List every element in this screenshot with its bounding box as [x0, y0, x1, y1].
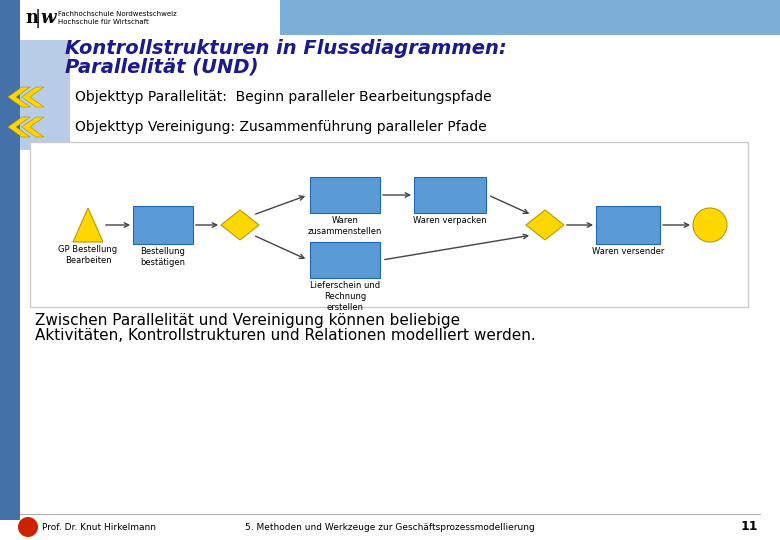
- Text: Aktivitäten, Kontrollstrukturen und Relationen modelliert werden.: Aktivitäten, Kontrollstrukturen und Rela…: [35, 328, 536, 343]
- FancyBboxPatch shape: [310, 177, 380, 213]
- Text: Kontrollstrukturen in Flussdiagrammen:: Kontrollstrukturen in Flussdiagrammen:: [65, 38, 507, 57]
- Text: |: |: [35, 9, 41, 28]
- FancyBboxPatch shape: [280, 0, 780, 35]
- Polygon shape: [526, 210, 564, 240]
- FancyBboxPatch shape: [133, 206, 193, 244]
- FancyBboxPatch shape: [30, 142, 748, 307]
- Text: Objekttyp Parallelität:  Beginn paralleler Bearbeitungspfade: Objekttyp Parallelität: Beginn parallele…: [75, 90, 491, 104]
- Text: 11: 11: [740, 521, 758, 534]
- Text: Hochschule für Wirtschaft: Hochschule für Wirtschaft: [58, 19, 149, 25]
- Text: Fachhochschule Nordwestschweiz: Fachhochschule Nordwestschweiz: [58, 11, 177, 17]
- Polygon shape: [22, 117, 44, 137]
- Polygon shape: [73, 208, 103, 242]
- Text: Bestellung
bestätigen: Bestellung bestätigen: [140, 247, 186, 267]
- Polygon shape: [8, 87, 30, 107]
- Text: Parallelität (UND): Parallelität (UND): [65, 57, 258, 77]
- FancyBboxPatch shape: [414, 177, 486, 213]
- Text: 5. Methoden und Werkzeuge zur Geschäftsprozessmodellierung: 5. Methoden und Werkzeuge zur Geschäftsp…: [245, 523, 535, 531]
- FancyBboxPatch shape: [310, 242, 380, 278]
- Text: Waren verpacken: Waren verpacken: [413, 216, 487, 225]
- FancyBboxPatch shape: [0, 0, 20, 520]
- Text: Lieferschein und
Rechnung
erstellen: Lieferschein und Rechnung erstellen: [310, 281, 380, 312]
- Text: GP Bestellung
Bearbeiten: GP Bestellung Bearbeiten: [58, 245, 118, 265]
- Text: Waren versender: Waren versender: [592, 247, 665, 256]
- Text: w: w: [40, 9, 55, 27]
- Text: Objekttyp Vereinigung: Zusammenführung paralleler Pfade: Objekttyp Vereinigung: Zusammenführung p…: [75, 120, 487, 134]
- Text: n: n: [25, 9, 38, 27]
- Circle shape: [18, 517, 38, 537]
- Polygon shape: [221, 210, 259, 240]
- Polygon shape: [8, 117, 30, 137]
- Text: Waren
zusammenstellen: Waren zusammenstellen: [308, 216, 382, 236]
- Text: Prof. Dr. Knut Hirkelmann: Prof. Dr. Knut Hirkelmann: [42, 523, 156, 531]
- Circle shape: [693, 208, 727, 242]
- FancyBboxPatch shape: [20, 40, 70, 150]
- Text: Zwischen Parallelität und Vereinigung können beliebige: Zwischen Parallelität und Vereinigung kö…: [35, 313, 460, 327]
- Polygon shape: [22, 87, 44, 107]
- FancyBboxPatch shape: [596, 206, 660, 244]
